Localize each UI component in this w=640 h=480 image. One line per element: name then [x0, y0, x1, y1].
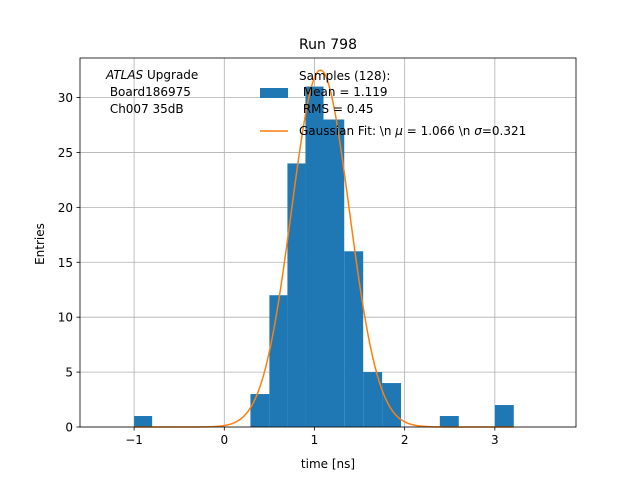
x-tick-label: 0 [220, 433, 228, 447]
legend-fit-label: Gaussian Fit: \n μ = 1.066 \n σ=0.321 [299, 124, 526, 138]
y-tick-label: 10 [58, 311, 73, 325]
legend-fit-part-2: = 1.066 \n [403, 124, 474, 138]
y-axis-ticks: 0 5 10 15 20 25 30 [58, 91, 80, 435]
x-axis-label: time [ns] [301, 457, 355, 471]
histogram-bar [323, 119, 345, 427]
y-tick-label: 5 [65, 366, 73, 380]
legend-hist-line-1: Samples (128): [299, 69, 390, 83]
x-tick-label: 1 [311, 433, 319, 447]
histogram-bar [305, 86, 324, 427]
y-axis-label: Entries [33, 223, 47, 265]
histogram-bar [382, 383, 402, 427]
legend-fit-part-3: =0.321 [482, 124, 526, 138]
y-tick-label: 25 [58, 146, 73, 160]
legend: Samples (128): Mean = 1.119 RMS = 0.45 G… [260, 69, 526, 138]
histogram-bar [344, 251, 364, 427]
x-tick-label: −1 [125, 433, 143, 447]
histogram-bar [134, 416, 153, 427]
y-tick-label: 20 [58, 201, 73, 215]
x-axis-ticks: −1 0 1 2 3 [125, 427, 499, 447]
annotation-line-2: Board186975 [106, 85, 191, 99]
histogram-bar [494, 405, 514, 427]
annotation-line1-rest: Upgrade [143, 68, 198, 82]
histogram-bar [287, 163, 306, 427]
histogram-bar [269, 295, 288, 427]
legend-swatch-histogram [260, 88, 288, 98]
annotation-line-3: Ch007 35dB [106, 102, 184, 116]
legend-hist-line-2: Mean = 1.119 [299, 85, 388, 99]
annotation-line-1: ATLAS Upgrade [105, 68, 198, 82]
histogram-bar [250, 394, 270, 427]
annotation-prefix: ATLAS [105, 68, 144, 82]
legend-fit-part-1: Gaussian Fit: \n [299, 124, 395, 138]
y-tick-label: 0 [65, 421, 73, 435]
x-tick-label: 3 [491, 433, 499, 447]
y-tick-label: 30 [58, 91, 73, 105]
legend-hist-line-3: RMS = 0.45 [299, 102, 374, 116]
x-tick-label: 2 [401, 433, 409, 447]
plot-frame [79, 57, 577, 428]
histogram-bar [439, 416, 459, 427]
legend-fit-mu: μ [394, 124, 403, 138]
y-tick-label: 15 [58, 256, 73, 270]
chart-title: Run 798 [299, 37, 357, 53]
histogram-bar [363, 372, 383, 427]
atlas-annotation: ATLAS Upgrade Board186975 Ch007 35dB [105, 68, 198, 116]
legend-fit-sigma: σ [474, 124, 482, 138]
